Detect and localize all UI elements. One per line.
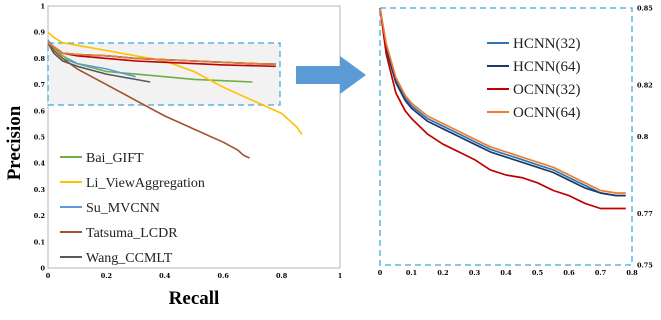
right-legend: HCNN(32) HCNN(64) OCNN(32) OCNN(64) (487, 36, 581, 121)
series-line-ocnn-32 (379, 7, 626, 210)
legend-label-ocnn-32: OCNN(32) (513, 82, 581, 98)
y-tick-label: 0 (40, 265, 45, 273)
y-tick-label: 0.82 (637, 82, 653, 90)
series-line-wang-ccmlt (47, 42, 151, 83)
legend-label-wang-ccmlt: Wang_CCMLT (86, 251, 173, 266)
legend-label-su-mvcnn: Su_MVCNN (86, 201, 160, 216)
x-tick-label: 0.6 (218, 272, 230, 280)
series-line-ocnn-64 (47, 42, 276, 65)
zoom-region-box (47, 42, 281, 106)
legend-label-li-viewaggregation: Li_ViewAggregation (86, 176, 205, 191)
series-line-li-viewaggregation (47, 31, 303, 135)
legend-label-tatsuma-lcdr: Tatsuma_LCDR (86, 226, 178, 241)
y-tick-label: 0.77 (637, 210, 653, 218)
series-line-tatsuma-lcdr (47, 42, 250, 159)
x-tick-label: 1 (338, 272, 343, 280)
y-tick-label: 0.75 (637, 262, 653, 270)
y-axis-title: Precision (4, 105, 25, 180)
right-plot-area (379, 7, 633, 266)
legend-label-hcnn-32: HCNN(32) (513, 36, 581, 52)
series-line-hcnn-32 (379, 7, 626, 197)
y-tick-label: 1 (40, 3, 45, 11)
left-chart: 0 0.2 0.4 0.6 0.8 1 0 0.1 0.2 0.3 0.4 0.5 0.6 0.7 0.8… (4, 3, 342, 310)
series-line-ocnn-64 (379, 7, 626, 194)
x-tick-label: 0.4 (159, 272, 171, 280)
right-chart: 0 0.1 0.2 0.3 0.4 0.5 0.6 0.7 0.8 0.75 0.77 0.8 0.8… (378, 5, 654, 278)
x-tick-label: 0.5 (532, 269, 544, 277)
y-tick-label: 0.85 (637, 5, 653, 13)
x-tick-label: 0.6 (563, 269, 575, 277)
x-tick-label: 0.2 (437, 269, 448, 277)
y-tick-label: 0.5 (34, 134, 46, 142)
zoom-arrow (296, 56, 366, 94)
x-tick-label: 0.1 (406, 269, 417, 277)
series-line-hcnn-64 (379, 7, 626, 197)
y-tick-label: 0.1 (34, 238, 45, 246)
x-tick-label: 0.2 (101, 272, 112, 280)
y-tick-label: 0.6 (34, 107, 46, 115)
y-tick-label: 0.3 (34, 186, 46, 194)
x-tick-label: 0 (378, 269, 383, 277)
x-tick-label: 0 (46, 272, 51, 280)
legend-label-hcnn-64: HCNN(64) (513, 59, 581, 75)
y-tick-label: 0.4 (34, 160, 46, 168)
x-tick-label: 0.7 (595, 269, 606, 277)
y-tick-label: 0.7 (34, 81, 45, 89)
y-tick-label: 0.9 (34, 29, 46, 37)
x-axis-title: Recall (169, 288, 220, 309)
left-legend: Bai_GIFT Li_ViewAggregation Su_MVCNN Tatsum… (60, 151, 205, 266)
x-tick-label: 0.4 (500, 269, 512, 277)
x-tick-label: 0.8 (276, 272, 288, 280)
y-tick-label: 0.8 (34, 55, 46, 63)
y-tick-label: 0.2 (34, 212, 45, 220)
legend-label-bai-gift: Bai_GIFT (86, 151, 144, 166)
x-tick-label: 0.3 (469, 269, 481, 277)
legend-label-ocnn-64: OCNN(64) (513, 105, 581, 121)
x-tick-label: 0.8 (626, 269, 638, 277)
y-tick-label: 0.8 (637, 133, 649, 141)
